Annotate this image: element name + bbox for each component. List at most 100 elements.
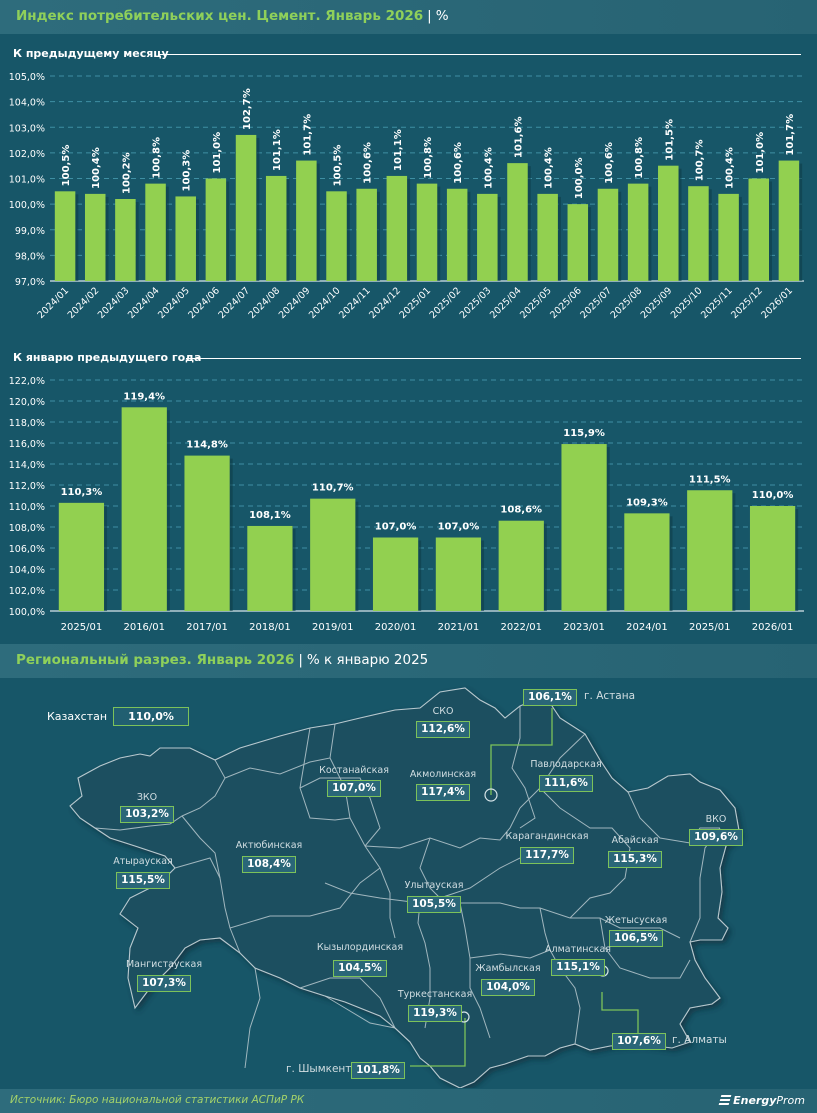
bar (115, 199, 136, 281)
region-value: 119,3% (408, 1005, 462, 1022)
x-tick-label: 2026/01 (752, 622, 794, 633)
chart1-title-line (158, 54, 801, 55)
x-tick-label: 2024/06 (186, 285, 222, 321)
bar (507, 163, 528, 281)
monthly-chart: 97,0% 98,0% 99,0% 100,0% 101,0% 102,0% 103,0% 1… (9, 72, 804, 321)
region-name: Жетысуская (604, 915, 668, 926)
x-tick-label: 2024/04 (126, 285, 162, 321)
region-value: 117,7% (520, 847, 574, 864)
bar (54, 191, 76, 281)
data-label: 101,1% (393, 129, 404, 171)
bar (567, 204, 589, 281)
astana-label: г. Астана (584, 690, 635, 702)
regional-header: Региональный разрез. Январь 2026 |% к янв… (0, 644, 817, 678)
y-tick-label: 122,0% (9, 376, 45, 387)
x-tick-label: 2024/09 (277, 285, 313, 321)
bar (184, 455, 230, 611)
bar (372, 537, 419, 611)
region-name: Атырауская (113, 856, 173, 867)
x-tick-label: 2021/01 (438, 622, 480, 633)
footer: Источник: Бюро национальной статистики А… (0, 1089, 817, 1113)
x-tick-label: 2024/01 (626, 622, 668, 633)
bar (356, 188, 377, 281)
regional-title: Региональный разрез. Январь 2026 (16, 652, 295, 668)
bar (121, 407, 167, 611)
y-tick-label: 112,0% (9, 481, 45, 492)
x-tick-label: 2025/06 (548, 285, 584, 321)
region-name: Алматинская (545, 944, 611, 955)
region-name: Улытауская (404, 880, 464, 891)
y-tick-label: 108,0% (9, 523, 45, 534)
data-label: 100,4% (91, 147, 102, 189)
region-value: 115,5% (116, 872, 170, 889)
almaty-label: г. Алматы (672, 1034, 727, 1046)
data-label: 111,5% (689, 474, 731, 485)
bar (265, 175, 287, 281)
region-value: 109,6% (689, 829, 743, 846)
data-label: 100,7% (694, 140, 705, 182)
y-tick-label: 104,0% (9, 98, 45, 109)
region-name: Акмолинская (409, 769, 477, 780)
x-tick-label: 2025/04 (488, 285, 524, 321)
region-name: Жамбылская (475, 963, 541, 974)
x-tick-label: 2024/05 (156, 285, 192, 321)
almaty-leader (601, 992, 639, 1034)
bar (84, 193, 106, 281)
data-label: 107,0% (438, 522, 480, 533)
y-tick-label: 105,0% (9, 72, 45, 83)
y-tick-label: 120,0% (9, 397, 45, 408)
source-text: Источник: Бюро национальной статистики А… (10, 1094, 305, 1106)
data-label: 114,8% (186, 440, 228, 451)
bar (175, 196, 196, 281)
region-value: 107,3% (137, 975, 191, 992)
x-tick-label: 2024/02 (66, 285, 102, 321)
data-label: 110,7% (312, 483, 354, 494)
x-tick-label: 2025/01 (689, 622, 731, 633)
regional-unit: % к январю 2025 (306, 652, 429, 668)
city-leaders (410, 708, 639, 1067)
main-header: Индекс потребительских цен. Цемент. Янва… (0, 0, 817, 34)
bar (778, 160, 800, 281)
x-tick-label: 2024/12 (367, 285, 403, 321)
y-tick-label: 103,0% (9, 123, 45, 134)
yearly-chart: 100,0% 102,0% 104,0% 106,0% 108,0% 110,0% 112,… (9, 376, 804, 633)
data-label: 109,3% (626, 497, 668, 508)
x-tick-label: 2025/03 (458, 285, 494, 321)
bar (749, 506, 796, 611)
bar (688, 186, 709, 281)
data-label: 100,6% (453, 142, 464, 184)
region-value: 107,0% (327, 780, 381, 797)
y-tick-label: 106,0% (9, 544, 45, 555)
data-label: 100,0% (574, 157, 585, 199)
region-value: 106,5% (609, 930, 663, 947)
regional-separator: | (298, 652, 303, 668)
bar (235, 134, 257, 281)
bar (748, 178, 770, 281)
x-tick-label: 2017/01 (186, 622, 228, 633)
x-tick-label: 2026/01 (759, 285, 795, 321)
data-label: 115,9% (563, 428, 605, 439)
data-label: 100,5% (333, 145, 344, 187)
x-tick-label: 2025/02 (428, 285, 464, 321)
x-tick-label: 2025/01 (61, 622, 103, 633)
astana-leader (490, 708, 553, 795)
chart2-title: К январю предыдущего года (13, 351, 202, 364)
region-name: Карагандинская (505, 831, 589, 842)
data-label: 101,0% (212, 132, 223, 174)
region-name: Мангистауская (125, 959, 203, 970)
data-label: 101,7% (302, 114, 313, 156)
data-label: 100,2% (121, 152, 132, 194)
x-tick-label: 2025/10 (669, 285, 705, 321)
bar (477, 193, 498, 281)
data-label: 102,7% (242, 88, 253, 130)
region-name: ВКО (705, 814, 727, 825)
energyprom-logo: EnergyProm (718, 1094, 805, 1107)
bar (310, 498, 356, 611)
bar (296, 160, 317, 281)
region-value: 105,5% (407, 896, 461, 913)
x-tick-label: 2020/01 (375, 622, 417, 633)
x-tick-label: 2024/07 (216, 285, 252, 321)
data-label: 119,4% (123, 391, 165, 402)
bar (205, 178, 227, 281)
bar (627, 183, 649, 281)
